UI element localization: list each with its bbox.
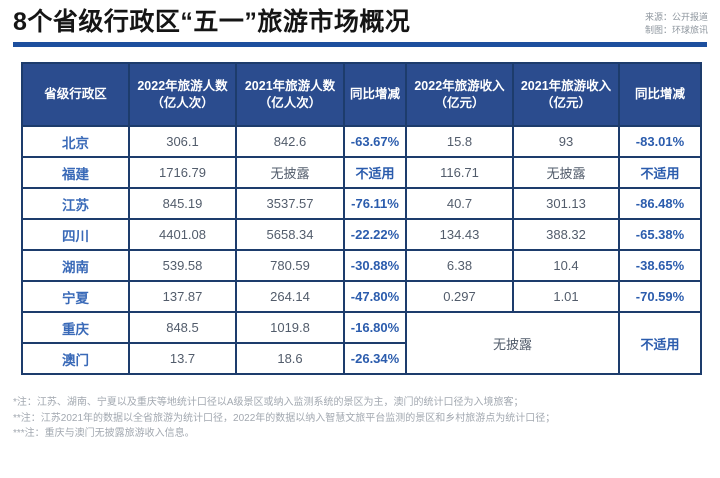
header-visitors-2022: 2022年旅游人数 （亿人次） xyxy=(128,62,237,127)
region-cell: 北京 xyxy=(21,125,130,158)
value-cell: 10.4 xyxy=(512,249,620,282)
table-row: 澳门 13.7 18.6 -26.34% xyxy=(21,342,701,375)
value-cell: 5658.34 xyxy=(235,218,345,251)
merged-yoy-cell: 不适用 xyxy=(618,311,702,375)
value-cell: 848.5 xyxy=(128,311,237,344)
yoy-cell: -65.38% xyxy=(618,218,702,251)
yoy-cell: 不适用 xyxy=(618,156,702,189)
value-cell: 539.58 xyxy=(128,249,237,282)
region-cell: 江苏 xyxy=(21,187,130,220)
yoy-cell: -38.65% xyxy=(618,249,702,282)
merged-revenue-cell: 无披露 xyxy=(405,311,620,375)
value-cell: 845.19 xyxy=(128,187,237,220)
value-cell: 15.8 xyxy=(405,125,514,158)
header-revenue-2022: 2022年旅游收入 （亿元） xyxy=(405,62,514,127)
value-cell: 1019.8 xyxy=(235,311,345,344)
value-cell: 1716.79 xyxy=(128,156,237,189)
value-cell: 388.32 xyxy=(512,218,620,251)
region-cell: 宁夏 xyxy=(21,280,130,313)
value-cell: 134.43 xyxy=(405,218,514,251)
value-cell: 18.6 xyxy=(235,342,345,375)
table-row: 四川 4401.08 5658.34 -22.22% 134.43 388.32… xyxy=(21,218,702,251)
value-cell: 3537.57 xyxy=(235,187,345,220)
header-revenue-yoy: 同比增减 xyxy=(618,62,702,127)
yoy-cell: -30.88% xyxy=(343,249,407,282)
yoy-cell: -83.01% xyxy=(618,125,702,158)
value-cell: 301.13 xyxy=(512,187,620,220)
value-cell: 842.6 xyxy=(235,125,345,158)
yoy-cell: -47.80% xyxy=(343,280,407,313)
region-cell: 四川 xyxy=(21,218,130,251)
region-cell: 湖南 xyxy=(21,249,130,282)
credits: 来源：公开报道 制图：环球旅讯 xyxy=(645,7,708,37)
page-title: 8个省级行政区“五一”旅游市场概况 xyxy=(13,8,411,36)
value-cell: 780.59 xyxy=(235,249,345,282)
value-cell: 13.7 xyxy=(128,342,237,375)
region-cell: 重庆 xyxy=(21,311,130,344)
header-region: 省级行政区 xyxy=(21,62,130,127)
value-cell: 1.01 xyxy=(512,280,620,313)
header-row: 省级行政区 2022年旅游人数 （亿人次） 2021年旅游人数 （亿人次） 同比… xyxy=(21,62,702,127)
yoy-cell: -76.11% xyxy=(343,187,407,220)
tourism-data-table: 省级行政区 2022年旅游人数 （亿人次） 2021年旅游人数 （亿人次） 同比… xyxy=(21,62,702,375)
value-cell: 40.7 xyxy=(405,187,514,220)
header-revenue-2021: 2021年旅游收入 （亿元） xyxy=(512,62,620,127)
credit-producer: 制图：环球旅讯 xyxy=(644,25,708,35)
top-bar: 8个省级行政区“五一”旅游市场概况 来源：公开报道 制图：环球旅讯 xyxy=(0,0,720,37)
yoy-cell: -22.22% xyxy=(343,218,407,251)
header-visitors-2021: 2021年旅游人数 （亿人次） xyxy=(235,62,345,127)
value-cell: 306.1 xyxy=(128,125,237,158)
value-cell: 4401.08 xyxy=(128,218,237,251)
table-row: 湖南 539.58 780.59 -30.88% 6.38 10.4 -38.6… xyxy=(21,249,702,282)
value-cell: 0.297 xyxy=(405,280,514,313)
yoy-cell: -86.48% xyxy=(618,187,702,220)
region-cell: 福建 xyxy=(21,156,130,189)
footnotes: *注：江苏、湖南、宁夏以及重庆等地统计口径以A级景区或纳入监测系统的景区为主，澳… xyxy=(13,395,720,442)
value-cell: 116.71 xyxy=(405,156,514,189)
value-cell: 264.14 xyxy=(235,280,345,313)
table-row: 江苏 845.19 3537.57 -76.11% 40.7 301.13 -8… xyxy=(21,187,702,220)
data-table-wrap: 省级行政区 2022年旅游人数 （亿人次） 2021年旅游人数 （亿人次） 同比… xyxy=(21,62,702,375)
yoy-cell: 不适用 xyxy=(343,156,407,189)
value-cell: 137.87 xyxy=(128,280,237,313)
table-row: 福建 1716.79 无披露 不适用 116.71 无披露 不适用 xyxy=(21,156,702,189)
value-cell: 无披露 xyxy=(235,156,345,189)
footnote-1: *注：江苏、湖南、宁夏以及重庆等地统计口径以A级景区或纳入监测系统的景区为主，澳… xyxy=(13,397,524,408)
header-visitors-yoy: 同比增减 xyxy=(343,62,407,127)
value-cell: 93 xyxy=(512,125,620,158)
region-cell: 澳门 xyxy=(21,342,130,375)
footnote-2: **注：江苏2021年的数据以全省旅游为统计口径，2022年的数据以纳入智慧文旅… xyxy=(13,412,556,424)
value-cell: 无披露 xyxy=(512,156,620,189)
yoy-cell: -70.59% xyxy=(618,280,702,313)
title-divider xyxy=(13,42,707,47)
yoy-cell: -63.67% xyxy=(343,125,407,158)
yoy-cell: -26.34% xyxy=(343,342,407,375)
yoy-cell: -16.80% xyxy=(343,311,407,344)
table-row: 重庆 848.5 1019.8 -16.80% 无披露 不适用 xyxy=(21,311,702,375)
value-cell: 6.38 xyxy=(405,249,514,282)
credit-source: 来源：公开报道 xyxy=(644,12,708,22)
table-row: 宁夏 137.87 264.14 -47.80% 0.297 1.01 -70.… xyxy=(21,280,702,313)
table-row: 北京 306.1 842.6 -63.67% 15.8 93 -83.01% xyxy=(21,125,702,158)
footnote-3: ***注：重庆与澳门无披露旅游收入信息。 xyxy=(13,428,195,439)
